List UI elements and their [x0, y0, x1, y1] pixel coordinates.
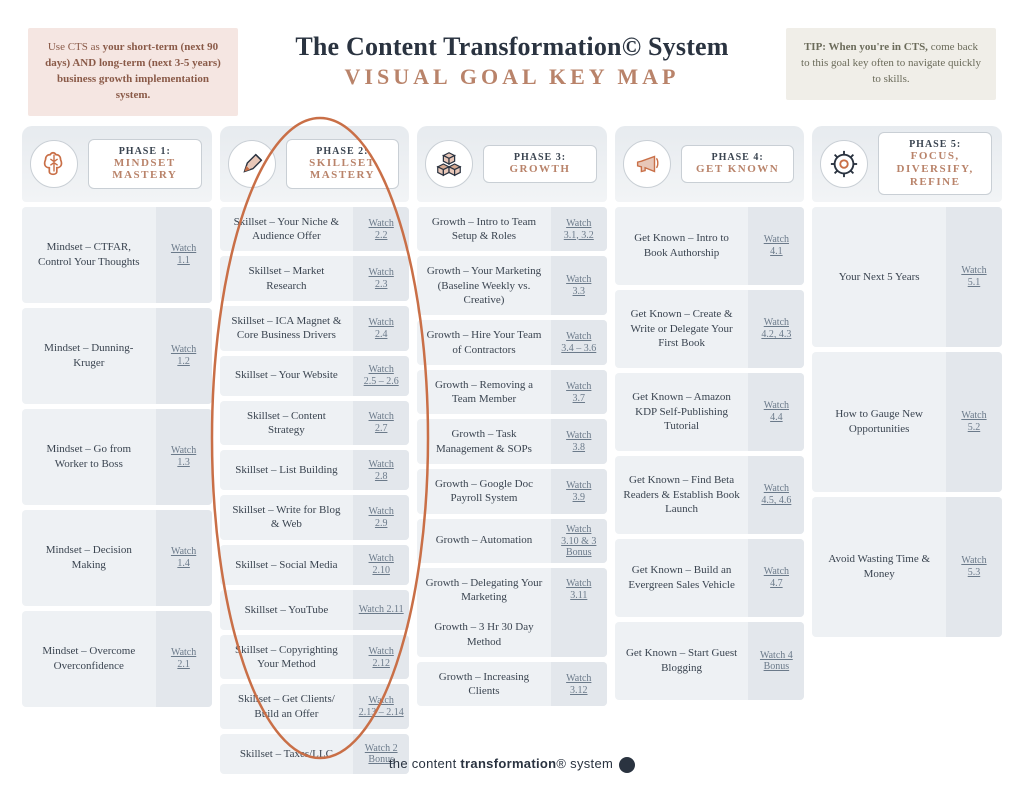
goal-card[interactable]: Mindset – Overcome OverconfidenceWatch2.… — [22, 611, 212, 707]
watch-link[interactable]: Watch2.10 — [353, 545, 409, 585]
phase-2-header: PHASE 2: SKILLSET MASTERY — [220, 126, 410, 202]
watch-link[interactable]: Watch1.1 — [156, 207, 212, 303]
goal-card[interactable]: Mindset – Decision MakingWatch1.4 — [22, 510, 212, 606]
watch-link[interactable]: Watch4.4 — [748, 373, 804, 451]
watch-link[interactable]: Watch4.5, 4.6 — [748, 456, 804, 534]
watch-link[interactable]: Watch5.3 — [946, 497, 1002, 637]
watch-link[interactable]: Watch4.2, 4.3 — [748, 290, 804, 368]
phase-3-header: PHASE 3: GROWTH — [417, 126, 607, 202]
goal-card[interactable]: Skillset – YouTubeWatch 2.11 — [220, 590, 410, 630]
sticky-note-right: TIP: When you're in CTS, come back to th… — [786, 28, 996, 100]
goal-card[interactable]: Skillset – Your WebsiteWatch2.5 – 2.6 — [220, 356, 410, 396]
watch-link[interactable]: Watch2.2 — [353, 207, 409, 252]
goal-card[interactable]: Growth – Google Doc Payroll SystemWatch3… — [417, 469, 607, 514]
watch-link[interactable]: Watch5.1 — [946, 207, 1002, 347]
cubes-icon — [425, 140, 473, 188]
phase-4-column: PHASE 4: GET KNOWN Get Known – Intro to … — [615, 126, 805, 700]
goal-card[interactable]: Mindset – Go from Worker to BossWatch1.3 — [22, 409, 212, 505]
goal-card[interactable]: Skillset – Get Clients/ Build an OfferWa… — [220, 684, 410, 729]
goal-card[interactable]: Growth – Removing a Team MemberWatch3.7 — [417, 370, 607, 415]
watch-link[interactable]: Watch3.10 & 3 Bonus — [551, 519, 607, 563]
phase-4-label: PHASE 4: GET KNOWN — [681, 145, 795, 183]
footer-brand: the content transformation® system — [0, 756, 1024, 773]
goal-card[interactable]: Skillset – ICA Magnet & Core Business Dr… — [220, 306, 410, 351]
goal-card[interactable]: Skillset – Market ResearchWatch2.3 — [220, 256, 410, 301]
phase-2-column: PHASE 2: SKILLSET MASTERY Skillset – You… — [220, 126, 410, 774]
watch-link[interactable]: Watch2.3 — [353, 256, 409, 301]
watch-link[interactable]: Watch 4 Bonus — [748, 622, 804, 700]
goal-map-grid: PHASE 1: MINDSET MASTERY Mindset – CTFAR… — [0, 126, 1024, 774]
goal-card[interactable]: Get Known – Intro to Book AuthorshipWatc… — [615, 207, 805, 285]
watch-link[interactable]: Watch3.11 — [551, 568, 607, 613]
watch-link[interactable]: Watch3.9 — [551, 469, 607, 514]
phase-3-label: PHASE 3: GROWTH — [483, 145, 597, 183]
goal-card[interactable]: Growth – Intro to Team Setup & RolesWatc… — [417, 207, 607, 252]
watch-link[interactable]: Watch2.5 – 2.6 — [353, 356, 409, 396]
header-row: Use CTS as your short-term (next 90 days… — [0, 0, 1024, 126]
gear-icon — [820, 140, 868, 188]
phase-1-label: PHASE 1: MINDSET MASTERY — [88, 139, 202, 189]
goal-card[interactable]: Get Known – Start Guest BloggingWatch 4 … — [615, 622, 805, 700]
goal-card[interactable]: Get Known – Find Beta Readers & Establis… — [615, 456, 805, 534]
goal-card[interactable]: Get Known – Build an Evergreen Sales Veh… — [615, 539, 805, 617]
phase-4-header: PHASE 4: GET KNOWN — [615, 126, 805, 202]
goal-card[interactable]: Skillset – Content StrategyWatch2.7 — [220, 401, 410, 446]
goal-card[interactable]: Skillset – Write for Blog & WebWatch2.9 — [220, 495, 410, 540]
goal-card[interactable]: Skillset – Your Niche & Audience OfferWa… — [220, 207, 410, 252]
watch-link[interactable]: Watch2.4 — [353, 306, 409, 351]
page-subtitle: VISUAL GOAL KEY MAP — [238, 64, 786, 90]
pencil-icon — [228, 140, 276, 188]
goal-card[interactable]: Get Known – Create & Write or Delegate Y… — [615, 290, 805, 368]
page-title-block: The Content Transformation© System VISUA… — [238, 28, 786, 90]
watch-link[interactable]: Watch3.1, 3.2 — [551, 207, 607, 252]
watch-link[interactable]: Watch2.7 — [353, 401, 409, 446]
watch-link[interactable]: Watch3.8 — [551, 419, 607, 464]
goal-card[interactable]: Skillset – Copyrighting Your MethodWatch… — [220, 635, 410, 680]
sticky-note-left: Use CTS as your short-term (next 90 days… — [28, 28, 238, 116]
goal-card[interactable]: Mindset – CTFAR, Control Your ThoughtsWa… — [22, 207, 212, 303]
watch-link[interactable]: Watch5.2 — [946, 352, 1002, 492]
goal-card[interactable]: Mindset – Dunning-KrugerWatch1.2 — [22, 308, 212, 404]
goal-card[interactable]: Get Known – Amazon KDP Self-Publishing T… — [615, 373, 805, 451]
watch-link[interactable]: Watch2.12 — [353, 635, 409, 680]
brand-dot-icon — [619, 757, 635, 773]
watch-link[interactable]: Watch4.7 — [748, 539, 804, 617]
watch-link[interactable]: Watch3.3 — [551, 256, 607, 315]
watch-link[interactable]: Watch2.8 — [353, 450, 409, 490]
watch-link[interactable]: Watch3.12 — [551, 662, 607, 707]
goal-card[interactable]: Growth – 3 Hr 30 Day Method — [417, 612, 607, 657]
watch-link[interactable]: Watch1.3 — [156, 409, 212, 505]
brain-icon — [30, 140, 78, 188]
goal-card[interactable]: Growth – Task Management & SOPsWatch3.8 — [417, 419, 607, 464]
goal-card[interactable]: Skillset – List BuildingWatch2.8 — [220, 450, 410, 490]
phase-2-label: PHASE 2: SKILLSET MASTERY — [286, 139, 400, 189]
goal-card[interactable]: Avoid Wasting Time & MoneyWatch5.3 — [812, 497, 1002, 637]
watch-link[interactable]: Watch4.1 — [748, 207, 804, 285]
goal-card[interactable]: Your Next 5 YearsWatch5.1 — [812, 207, 1002, 347]
phase-1-column: PHASE 1: MINDSET MASTERY Mindset – CTFAR… — [22, 126, 212, 707]
goal-card[interactable]: Skillset – Social MediaWatch2.10 — [220, 545, 410, 585]
goal-card[interactable]: How to Gauge New OpportunitiesWatch5.2 — [812, 352, 1002, 492]
watch-link[interactable]: Watch1.4 — [156, 510, 212, 606]
megaphone-icon — [623, 140, 671, 188]
watch-link — [551, 612, 607, 657]
goal-card[interactable]: Growth – AutomationWatch3.10 & 3 Bonus — [417, 519, 607, 563]
goal-card[interactable]: Growth – Increasing ClientsWatch3.12 — [417, 662, 607, 707]
goal-card[interactable]: Growth – Your Marketing (Baseline Weekly… — [417, 256, 607, 315]
watch-link[interactable]: Watch3.7 — [551, 370, 607, 415]
phase-5-label: PHASE 5: FOCUS, DIVERSIFY, REFINE — [878, 132, 992, 195]
watch-link[interactable]: Watch 2.11 — [353, 590, 409, 630]
phase-3-column: PHASE 3: GROWTH Growth – Intro to Team S… — [417, 126, 607, 707]
phase-5-column: PHASE 5: FOCUS, DIVERSIFY, REFINE Your N… — [812, 126, 1002, 637]
watch-link[interactable]: Watch2.9 — [353, 495, 409, 540]
goal-card[interactable]: Growth – Delegating Your MarketingWatch3… — [417, 568, 607, 613]
watch-link[interactable]: Watch2.1 — [156, 611, 212, 707]
watch-link[interactable]: Watch3.4 – 3.6 — [551, 320, 607, 365]
page-title: The Content Transformation© System — [238, 32, 786, 62]
watch-link[interactable]: Watch1.2 — [156, 308, 212, 404]
phase-5-header: PHASE 5: FOCUS, DIVERSIFY, REFINE — [812, 126, 1002, 202]
goal-card[interactable]: Growth – Hire Your Team of ContractorsWa… — [417, 320, 607, 365]
watch-link[interactable]: Watch2.13 – 2.14 — [353, 684, 409, 729]
phase-1-header: PHASE 1: MINDSET MASTERY — [22, 126, 212, 202]
